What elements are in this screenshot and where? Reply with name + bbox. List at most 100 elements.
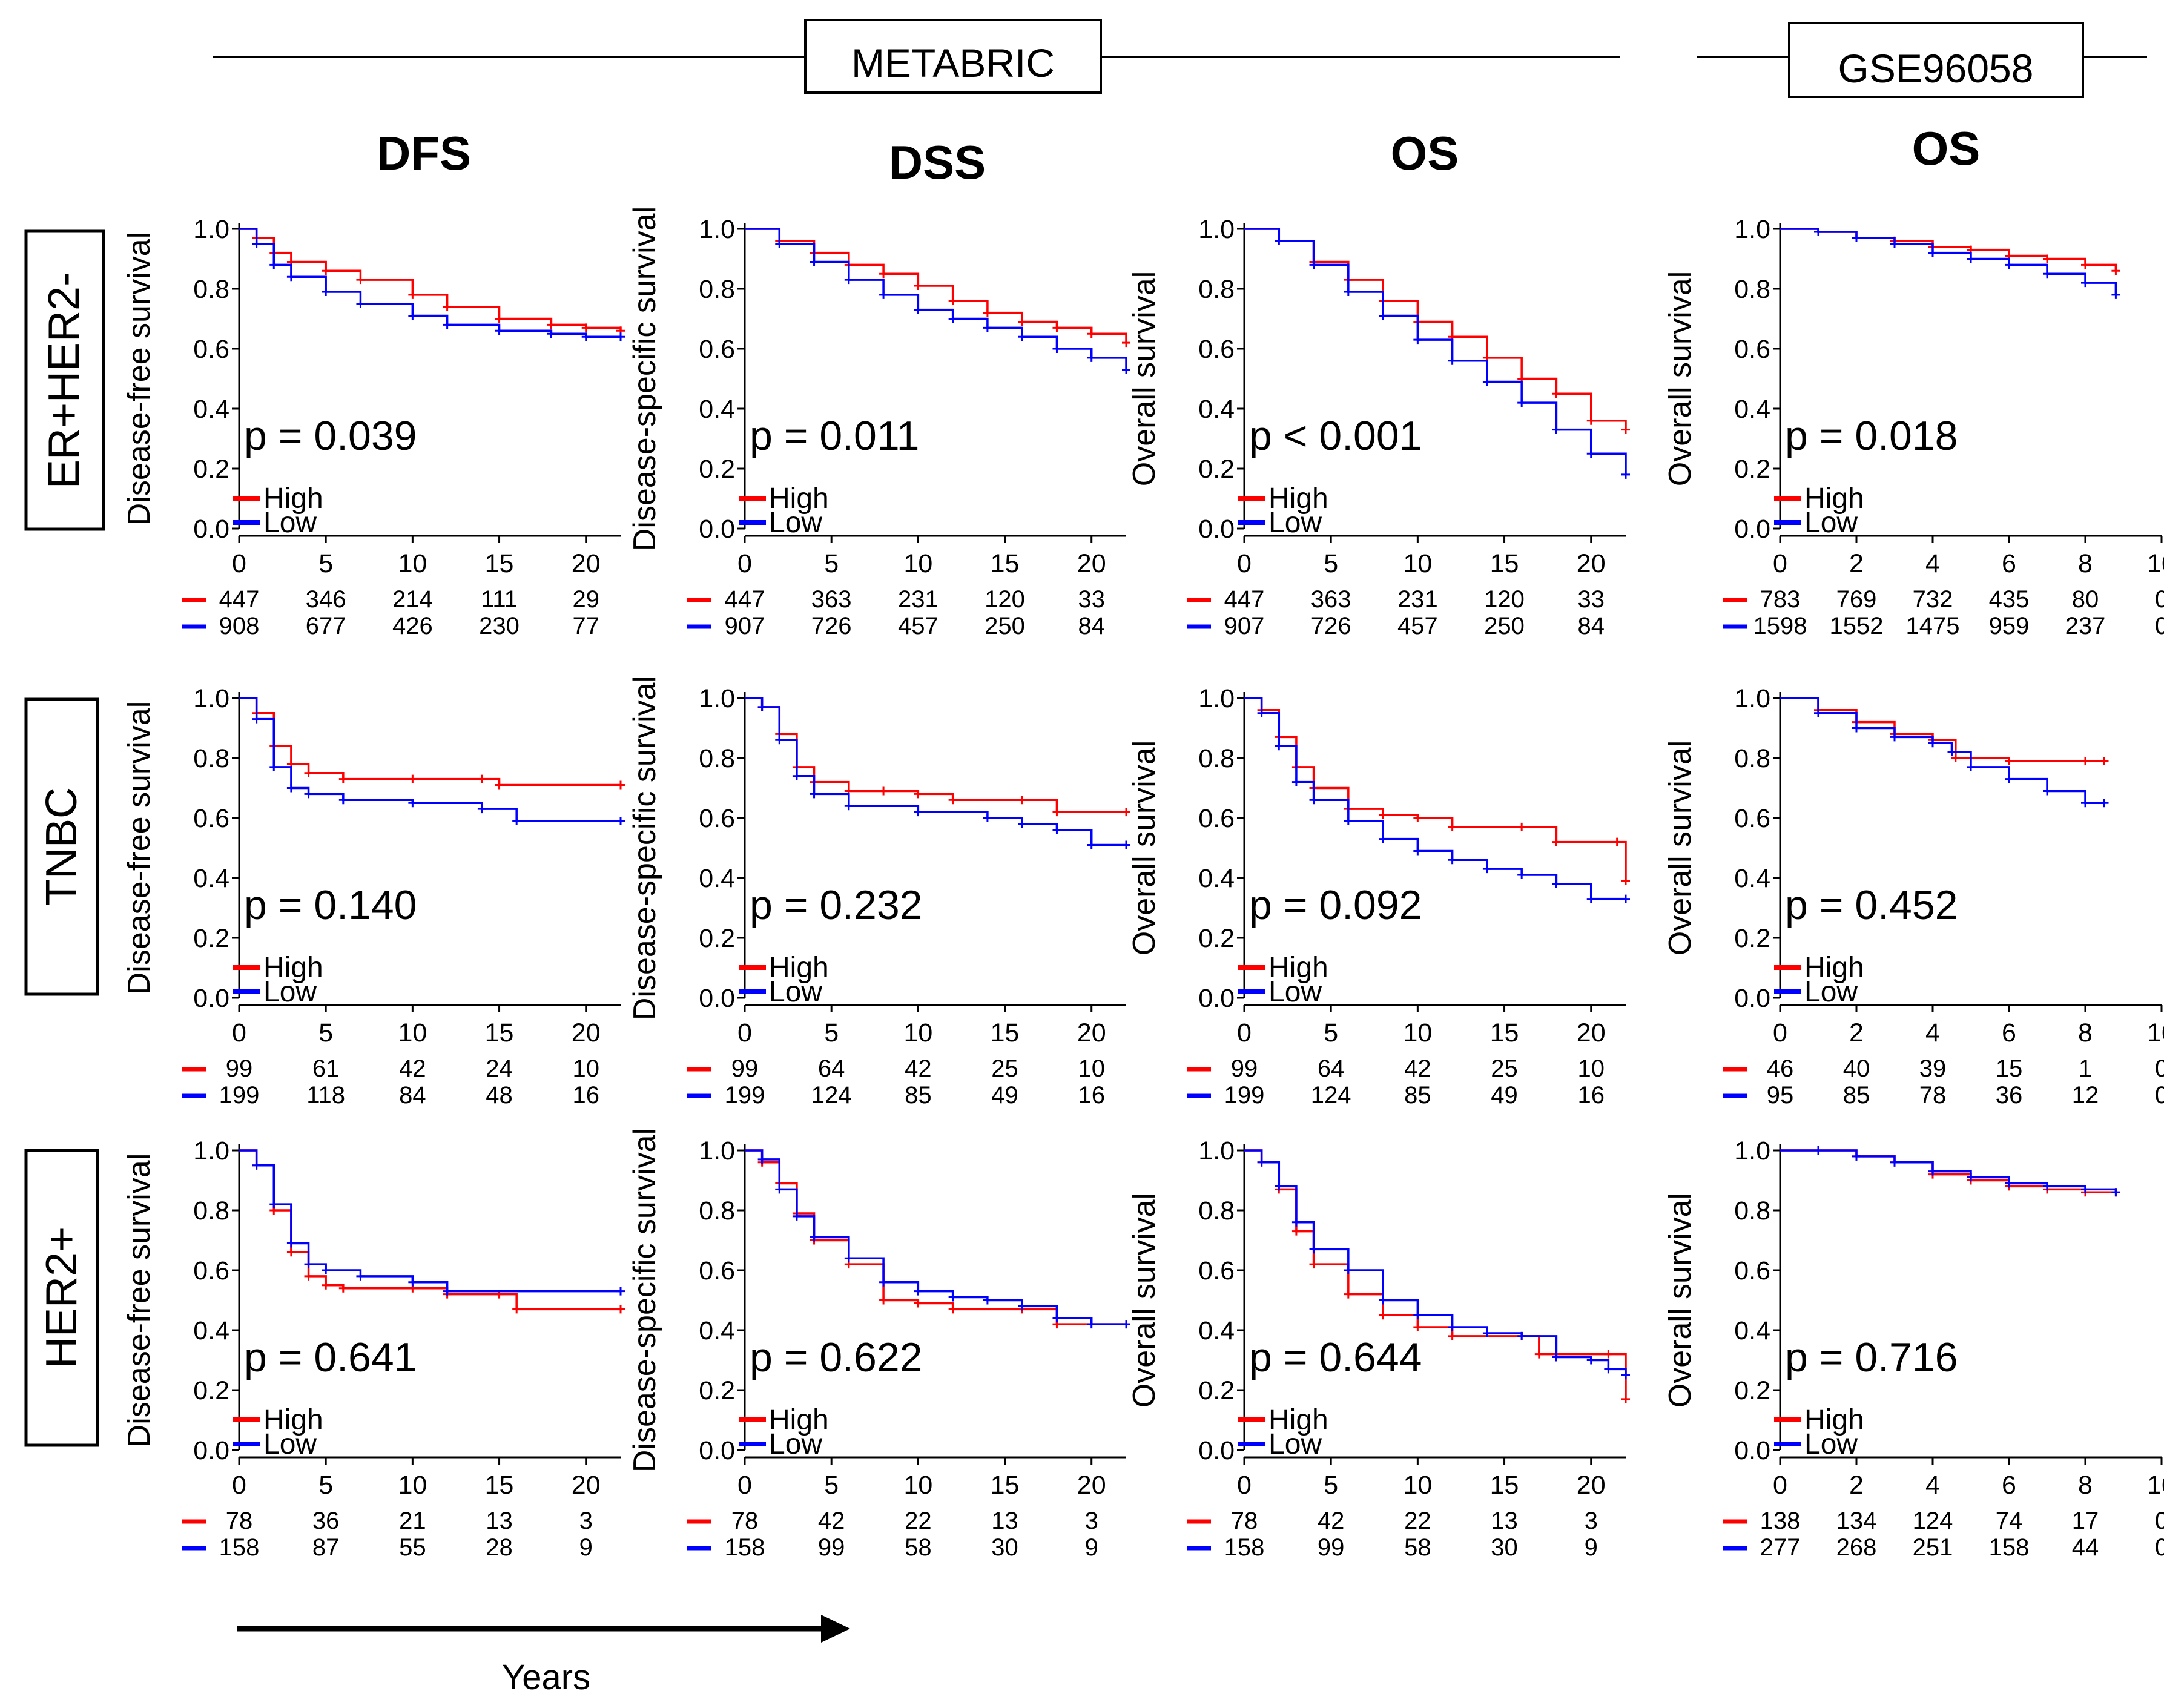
censor-mark-low (616, 816, 625, 825)
x-tick-label: 5 (824, 549, 839, 578)
at-risk-count-low: 44 (2072, 1534, 2099, 1561)
censor-mark-low (322, 287, 331, 296)
y-tick-label: 1.0 (1198, 1136, 1235, 1166)
at-risk-count-low: 118 (306, 1082, 345, 1109)
censor-mark-low (338, 796, 348, 805)
censor-mark-low (1413, 846, 1422, 856)
legend-label-high: High (769, 952, 829, 984)
censor-mark-high (356, 275, 365, 285)
at-risk-count-high: 138 (1760, 1508, 1801, 1534)
y-tick-label: 0.6 (699, 1256, 735, 1285)
censor-mark-high (616, 780, 625, 790)
series-high-curve (745, 228, 1127, 343)
y-tick-label: 0.4 (193, 395, 229, 424)
p-value: p = 0.018 (1785, 413, 1958, 459)
y-axis-title: Overall survival (1663, 271, 1698, 486)
censor-mark-high (1018, 317, 1027, 326)
col-title-dfs: DFS (377, 127, 471, 180)
censor-mark-low (1087, 840, 1096, 849)
censor-mark-low (775, 1185, 784, 1194)
at-risk-count-high: 78 (731, 1508, 759, 1534)
at-risk-count-low: 726 (811, 613, 852, 639)
legend-label-low: Low (263, 976, 317, 1008)
censor-mark-low (844, 802, 853, 811)
censor-mark-low (581, 332, 590, 341)
censor-mark-high (1413, 1323, 1422, 1332)
censor-mark-low (1814, 1146, 1823, 1155)
series-low-curve (1780, 697, 2105, 804)
y-tick-label: 0.2 (193, 1376, 229, 1405)
x-tick-label: 5 (318, 1018, 333, 1047)
at-risk-count-low: 457 (898, 613, 939, 639)
at-risk-count-low: 268 (1836, 1534, 1877, 1561)
y-tick-label: 0.0 (193, 984, 229, 1013)
censor-mark-low (757, 702, 767, 711)
row-label-her2: HER2+ (24, 1149, 99, 1447)
censor-mark-low (1379, 311, 1388, 320)
y-tick-label: 0.0 (1198, 515, 1235, 544)
at-risk-count-low: 58 (1404, 1534, 1431, 1561)
y-tick-label: 0.4 (1198, 864, 1235, 893)
x-tick-label: 8 (2078, 1471, 2093, 1500)
legend-label-high: High (1268, 483, 1328, 515)
censor-mark-low (1257, 1158, 1266, 1167)
x-tick-label: 15 (485, 1471, 514, 1500)
at-risk-count-high: 33 (1078, 586, 1105, 613)
legend-label-high: High (1804, 1404, 1864, 1436)
x-tick-label: 0 (1237, 1471, 1252, 1500)
at-risk-count-high: 0 (2155, 1508, 2164, 1534)
at-risk-count-high: 64 (1318, 1055, 1345, 1082)
y-tick-label: 0.2 (1734, 924, 1770, 953)
x-tick-label: 15 (991, 549, 1020, 578)
x-tick-label: 10 (2147, 1018, 2164, 1047)
series-low-curve (745, 697, 1126, 846)
censor-mark-low (775, 736, 784, 745)
censor-mark-high (2081, 756, 2090, 765)
at-risk-count-high: 99 (731, 1055, 759, 1082)
y-tick-label: 1.0 (193, 1136, 229, 1166)
at-risk-count-low: 251 (1913, 1534, 1953, 1561)
km-panel-1-4: 0.0 0.2 0.4 0.6 0.8 1.0 0 2 4 6 8 10 Overall surviva… (1663, 215, 2164, 639)
at-risk-count-high: 22 (905, 1508, 932, 1534)
p-value: p = 0.622 (750, 1334, 922, 1380)
y-tick-label: 1.0 (193, 215, 229, 244)
x-tick-label: 10 (903, 549, 932, 578)
censor-mark-low (2043, 1182, 2051, 1191)
censor-mark-high (512, 1305, 521, 1314)
censor-mark-low (1413, 335, 1422, 345)
legend-label-high: High (769, 1404, 829, 1436)
censor-mark-low (1379, 1296, 1388, 1305)
at-risk-count-high: 42 (905, 1055, 932, 1082)
censor-mark-low (1552, 1353, 1561, 1362)
x-tick-label: 2 (1849, 1471, 1864, 1500)
x-tick-label: 4 (1925, 1471, 1940, 1500)
at-risk-count-high: 3 (1585, 1508, 1598, 1534)
censor-mark-low (443, 320, 452, 329)
censor-mark-high (1621, 1394, 1630, 1403)
censor-mark-low (1291, 777, 1301, 786)
at-risk-count-high: 42 (1404, 1055, 1431, 1082)
x-tick-label: 0 (1237, 1018, 1252, 1047)
y-tick-label: 0.2 (1734, 1376, 1770, 1405)
censor-mark-high (914, 790, 923, 799)
x-tick-label: 4 (1925, 549, 1940, 578)
series-high-curve (1780, 228, 2117, 271)
censor-mark-low (1122, 840, 1130, 849)
series-high-curve (1244, 697, 1627, 881)
censor-mark-low (1604, 1365, 1613, 1374)
x-tick-label: 20 (1577, 549, 1606, 578)
censor-mark-low (1052, 825, 1061, 834)
censor-mark-low (2005, 1179, 2013, 1188)
at-risk-count-low: 9 (579, 1534, 593, 1561)
censor-mark-low (1275, 742, 1284, 751)
x-tick-label: 10 (1403, 549, 1432, 578)
p-value: p = 0.232 (750, 882, 922, 928)
p-value: p = 0.140 (244, 882, 417, 928)
censor-mark-high (338, 1284, 348, 1293)
censor-mark-low (252, 714, 261, 724)
at-risk-count-low: 30 (991, 1534, 1018, 1561)
at-risk-count-low: 28 (486, 1534, 513, 1561)
at-risk-count-low: 55 (399, 1534, 426, 1561)
censor-mark-high (1413, 814, 1422, 822)
at-risk-count-low: 726 (1311, 613, 1351, 639)
